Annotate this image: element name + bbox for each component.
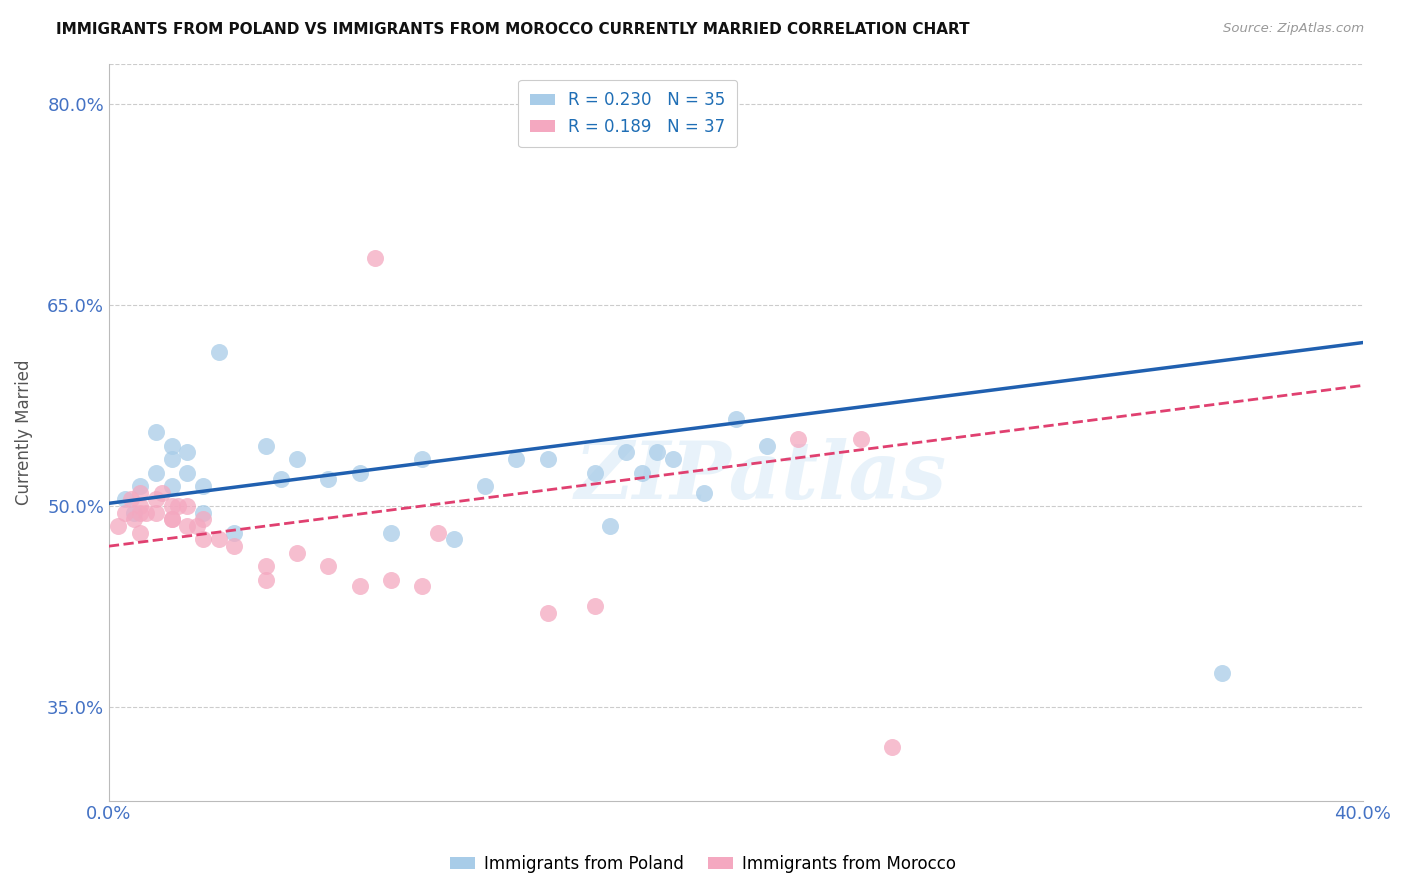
Point xyxy=(129,525,152,540)
Point xyxy=(150,485,173,500)
Point xyxy=(122,506,145,520)
Point xyxy=(135,506,157,520)
Y-axis label: Currently Married: Currently Married xyxy=(15,359,32,505)
Point xyxy=(145,466,167,480)
Point xyxy=(114,492,136,507)
Point xyxy=(191,533,214,547)
Point xyxy=(411,452,433,467)
Point xyxy=(270,472,292,486)
Legend: Immigrants from Poland, Immigrants from Morocco: Immigrants from Poland, Immigrants from … xyxy=(443,848,963,880)
Point xyxy=(316,472,339,486)
Point xyxy=(787,432,810,446)
Point xyxy=(145,425,167,440)
Point xyxy=(186,519,208,533)
Point xyxy=(107,519,129,533)
Point xyxy=(120,492,142,507)
Point xyxy=(662,452,685,467)
Point xyxy=(316,559,339,574)
Point xyxy=(443,533,465,547)
Point xyxy=(285,546,308,560)
Point xyxy=(411,579,433,593)
Point xyxy=(191,506,214,520)
Point xyxy=(349,579,371,593)
Point xyxy=(191,512,214,526)
Point xyxy=(129,506,152,520)
Point xyxy=(145,506,167,520)
Point xyxy=(207,533,229,547)
Point xyxy=(380,525,402,540)
Point xyxy=(254,559,277,574)
Point xyxy=(583,466,606,480)
Point xyxy=(285,452,308,467)
Point xyxy=(882,740,904,755)
Point xyxy=(599,519,621,533)
Point xyxy=(122,512,145,526)
Point xyxy=(224,525,246,540)
Point xyxy=(693,485,716,500)
Point xyxy=(176,519,198,533)
Point xyxy=(505,452,527,467)
Point xyxy=(583,599,606,614)
Point xyxy=(176,445,198,459)
Point xyxy=(537,452,560,467)
Point xyxy=(224,539,246,553)
Point xyxy=(160,479,183,493)
Point xyxy=(160,452,183,467)
Point xyxy=(364,252,387,266)
Point xyxy=(474,479,496,493)
Point xyxy=(630,466,652,480)
Point xyxy=(160,499,183,513)
Point xyxy=(207,345,229,359)
Point xyxy=(756,439,779,453)
Legend: R = 0.230   N = 35, R = 0.189   N = 37: R = 0.230 N = 35, R = 0.189 N = 37 xyxy=(519,79,737,147)
Point xyxy=(160,512,183,526)
Point xyxy=(254,439,277,453)
Point xyxy=(160,512,183,526)
Point xyxy=(129,485,152,500)
Point xyxy=(1211,666,1233,681)
Point xyxy=(176,466,198,480)
Point xyxy=(647,445,669,459)
Point xyxy=(114,506,136,520)
Point xyxy=(724,412,747,426)
Point xyxy=(166,499,188,513)
Point xyxy=(129,499,152,513)
Point xyxy=(129,479,152,493)
Point xyxy=(254,573,277,587)
Point xyxy=(614,445,637,459)
Text: IMMIGRANTS FROM POLAND VS IMMIGRANTS FROM MOROCCO CURRENTLY MARRIED CORRELATION : IMMIGRANTS FROM POLAND VS IMMIGRANTS FRO… xyxy=(56,22,970,37)
Point xyxy=(191,479,214,493)
Point xyxy=(145,492,167,507)
Point xyxy=(849,432,872,446)
Point xyxy=(176,499,198,513)
Text: Source: ZipAtlas.com: Source: ZipAtlas.com xyxy=(1223,22,1364,36)
Point xyxy=(426,525,449,540)
Text: ZIPatlas: ZIPatlas xyxy=(575,438,946,516)
Point xyxy=(160,439,183,453)
Point xyxy=(537,606,560,620)
Point xyxy=(380,573,402,587)
Point xyxy=(349,466,371,480)
